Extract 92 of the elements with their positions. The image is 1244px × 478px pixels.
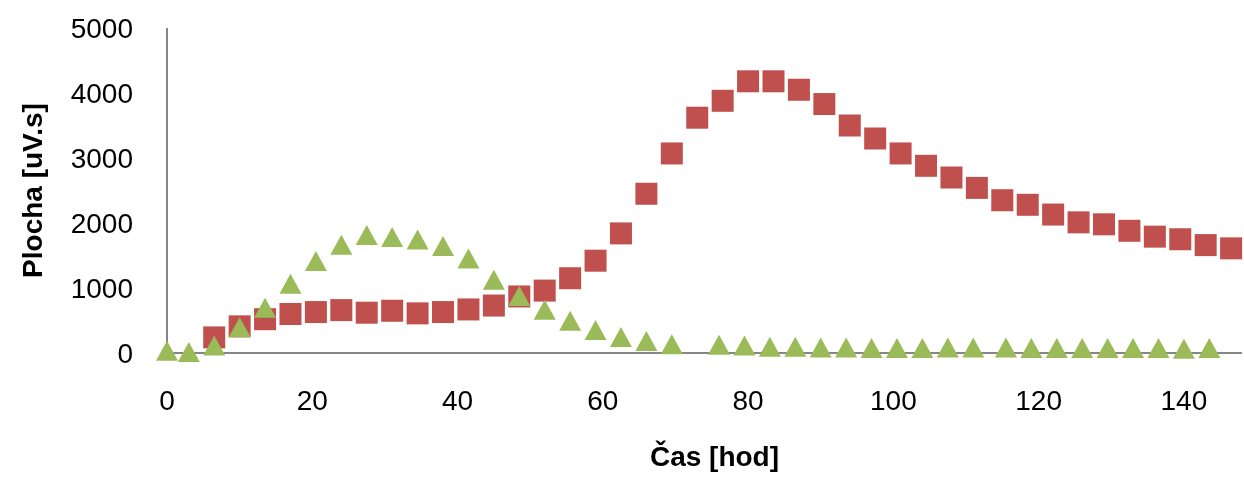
point xyxy=(1169,228,1192,251)
y-tick-label: 3000 xyxy=(70,142,133,174)
point xyxy=(1143,225,1166,248)
point xyxy=(991,189,1014,212)
point xyxy=(304,301,327,324)
y-tick-label: 5000 xyxy=(70,12,133,44)
point xyxy=(1020,338,1043,359)
point xyxy=(711,89,734,112)
point xyxy=(838,114,861,137)
point xyxy=(784,336,807,357)
point xyxy=(279,273,302,294)
point xyxy=(584,249,607,272)
point xyxy=(609,327,632,348)
point xyxy=(660,142,683,165)
point xyxy=(482,269,505,290)
point xyxy=(660,334,683,355)
point xyxy=(936,337,959,358)
point xyxy=(457,248,480,269)
point xyxy=(156,340,178,361)
point xyxy=(584,319,607,340)
point xyxy=(1194,234,1217,257)
point xyxy=(1172,338,1195,359)
point xyxy=(1067,211,1090,234)
point xyxy=(635,182,658,205)
point xyxy=(1016,193,1039,216)
point xyxy=(758,336,781,357)
point xyxy=(177,342,200,362)
point xyxy=(381,299,404,322)
point xyxy=(915,154,938,177)
x-axis-title: Čas [hod] xyxy=(649,440,780,472)
point xyxy=(406,302,429,325)
point xyxy=(1096,338,1119,359)
x-tick-label: 120 xyxy=(1015,385,1062,416)
point xyxy=(940,166,963,189)
y-tick-label: 0 xyxy=(117,337,133,369)
point xyxy=(533,299,556,320)
point xyxy=(1198,338,1221,359)
point xyxy=(304,251,327,271)
point xyxy=(965,176,988,199)
point xyxy=(911,338,934,359)
point xyxy=(609,222,632,245)
x-tick-label: 20 xyxy=(296,385,328,416)
point xyxy=(787,78,810,101)
point xyxy=(279,303,302,325)
point xyxy=(1147,338,1170,359)
point xyxy=(885,338,908,359)
point xyxy=(889,142,912,165)
point xyxy=(1042,203,1065,226)
point xyxy=(962,337,985,358)
point xyxy=(737,70,760,93)
point xyxy=(406,229,429,250)
x-tick-label: 0 xyxy=(159,385,175,416)
point xyxy=(1071,338,1094,359)
y-tick-label: 4000 xyxy=(70,77,133,109)
point xyxy=(432,301,455,324)
point xyxy=(809,337,832,358)
point xyxy=(686,106,709,129)
point xyxy=(860,338,883,359)
point xyxy=(864,127,887,150)
point xyxy=(559,310,582,331)
y-tick-label: 1000 xyxy=(70,272,133,304)
point xyxy=(708,334,731,355)
x-tick-label: 40 xyxy=(441,385,474,416)
point xyxy=(733,335,756,356)
point xyxy=(835,337,858,358)
x-tick-label: 80 xyxy=(732,385,764,416)
point xyxy=(381,226,404,247)
point xyxy=(813,93,836,116)
y-axis-title: Plocha [uV.s] xyxy=(17,103,48,278)
point xyxy=(1122,338,1145,359)
point xyxy=(203,335,226,356)
point xyxy=(762,70,785,93)
point xyxy=(1092,213,1115,236)
point xyxy=(559,267,582,290)
point xyxy=(1118,219,1141,242)
y-tick-label: 2000 xyxy=(70,207,133,239)
point xyxy=(254,297,277,318)
point xyxy=(330,234,353,255)
point xyxy=(432,236,455,257)
point xyxy=(994,337,1017,358)
point xyxy=(330,299,353,322)
point xyxy=(635,330,658,351)
point xyxy=(533,279,556,302)
x-tick-label: 100 xyxy=(869,385,917,416)
point xyxy=(355,225,378,245)
point xyxy=(1220,237,1243,260)
point xyxy=(457,298,480,321)
point xyxy=(355,301,378,324)
point xyxy=(482,294,505,317)
x-tick-label: 140 xyxy=(1160,385,1208,416)
point xyxy=(1045,338,1068,359)
x-tick-label: 60 xyxy=(587,385,619,416)
